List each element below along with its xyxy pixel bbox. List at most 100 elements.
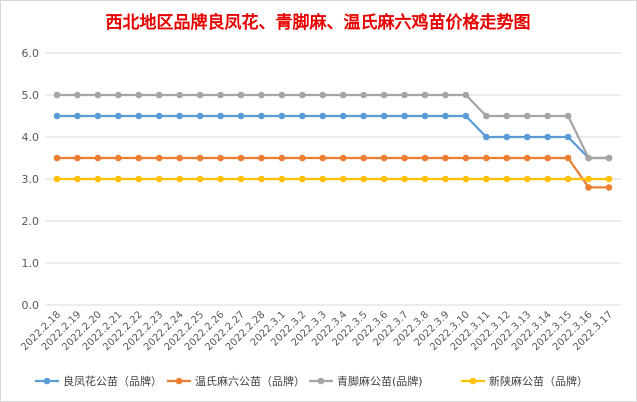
- data-point: [401, 91, 408, 99]
- data-point: [258, 175, 265, 183]
- data-point: [53, 112, 61, 120]
- data-point: [503, 112, 511, 120]
- data-point: [339, 175, 347, 183]
- data-point: [196, 91, 204, 99]
- legend-item-1: 温氏麻六公苗（品牌）: [167, 374, 305, 388]
- data-point: [380, 91, 388, 99]
- legend-swatch-marker: [317, 377, 325, 385]
- data-point: [278, 112, 286, 120]
- data-point: [53, 91, 61, 99]
- legend-swatch-marker: [469, 377, 477, 385]
- data-point: [94, 154, 102, 162]
- data-point: [421, 91, 429, 99]
- data-point: [319, 91, 327, 99]
- data-point: [299, 91, 306, 99]
- data-point: [53, 154, 61, 162]
- data-point: [196, 112, 204, 120]
- legend-swatch-marker: [175, 377, 183, 385]
- data-point: [155, 175, 163, 183]
- legend-item-2: 青脚麻公苗(品牌): [309, 374, 423, 388]
- data-point: [360, 175, 367, 183]
- data-point: [442, 154, 449, 162]
- data-point: [339, 91, 347, 99]
- data-point: [564, 154, 572, 162]
- data-point: [483, 175, 490, 183]
- data-point: [217, 175, 224, 183]
- data-point: [585, 184, 592, 191]
- legend-label: 良凤花公苗（品牌）: [63, 374, 162, 388]
- x-axis-ticks: 2022.2.182022.2.192022.2.202022.2.212022…: [19, 309, 615, 353]
- series-lines: [53, 91, 613, 191]
- data-point: [360, 154, 367, 162]
- data-point: [217, 112, 224, 120]
- data-point: [237, 112, 245, 120]
- data-point: [258, 91, 265, 99]
- legend-label: 青脚麻公苗(品牌): [337, 374, 423, 388]
- data-point: [401, 154, 408, 162]
- data-point: [94, 112, 102, 120]
- data-point: [176, 175, 183, 183]
- data-point: [421, 112, 429, 120]
- data-point: [585, 154, 592, 162]
- y-tick-label: 2.0: [22, 215, 40, 228]
- data-point: [278, 175, 286, 183]
- data-point: [74, 175, 81, 183]
- data-point: [564, 175, 572, 183]
- data-point: [135, 175, 143, 183]
- data-point: [115, 175, 122, 183]
- data-point: [299, 112, 306, 120]
- data-point: [442, 175, 449, 183]
- y-tick-label: 5.0: [22, 89, 40, 102]
- data-point: [442, 91, 449, 99]
- data-point: [237, 154, 245, 162]
- data-point: [605, 175, 613, 183]
- data-point: [278, 154, 286, 162]
- data-point: [217, 91, 224, 99]
- series-line: [57, 114, 609, 160]
- data-point: [564, 112, 572, 120]
- data-point: [176, 154, 183, 162]
- legend: 良凤花公苗（品牌） 温氏麻六公苗（品牌） 青脚麻公苗(品牌) 新陕麻公苗（品牌）: [35, 374, 588, 388]
- data-point: [155, 91, 163, 99]
- chart-title: 西北地区品牌良凤花、青脚麻、温氏麻六鸡苗价格走势图: [106, 12, 531, 33]
- data-point: [115, 154, 122, 162]
- y-axis-ticks: 0.0 1.0 2.0 3.0 4.0 5.0 6.0: [22, 47, 40, 312]
- data-point: [135, 112, 143, 120]
- data-point: [462, 91, 470, 99]
- legend-swatch-marker: [43, 377, 51, 385]
- data-point: [74, 154, 81, 162]
- data-point: [462, 175, 470, 183]
- data-point: [380, 175, 388, 183]
- data-point: [462, 154, 470, 162]
- data-point: [360, 91, 367, 99]
- data-point: [74, 112, 81, 120]
- data-point: [319, 154, 327, 162]
- data-point: [155, 154, 163, 162]
- data-point: [523, 133, 531, 141]
- y-tick-label: 0.0: [22, 299, 40, 312]
- data-point: [421, 154, 429, 162]
- data-point: [135, 154, 143, 162]
- series-line: [57, 93, 609, 160]
- data-point: [53, 175, 61, 183]
- data-point: [299, 154, 306, 162]
- data-point: [483, 112, 490, 120]
- data-point: [94, 91, 102, 99]
- series-2: [53, 91, 613, 162]
- data-point: [544, 133, 551, 141]
- data-point: [176, 112, 183, 120]
- data-point: [196, 154, 204, 162]
- legend-item-0: 良凤花公苗（品牌）: [35, 374, 162, 388]
- data-point: [544, 154, 551, 162]
- series-3: [53, 175, 613, 183]
- data-point: [319, 112, 327, 120]
- data-point: [503, 175, 511, 183]
- data-point: [483, 154, 490, 162]
- data-point: [360, 112, 367, 120]
- data-point: [115, 112, 122, 120]
- data-point: [421, 175, 429, 183]
- data-point: [523, 175, 531, 183]
- data-point: [319, 175, 327, 183]
- data-point: [380, 154, 388, 162]
